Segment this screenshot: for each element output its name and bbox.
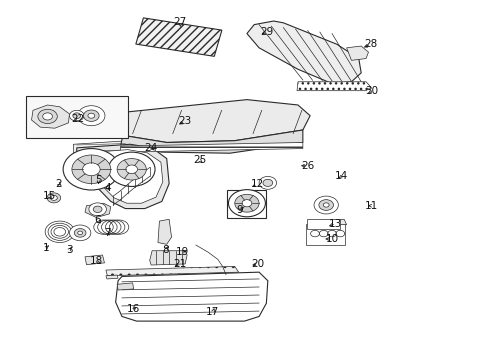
Text: 10: 10 xyxy=(325,234,338,244)
Polygon shape xyxy=(77,144,169,208)
Polygon shape xyxy=(149,251,187,265)
Text: 4: 4 xyxy=(104,183,110,193)
Circle shape xyxy=(259,176,276,189)
Circle shape xyxy=(47,193,61,203)
Text: 2: 2 xyxy=(55,179,62,189)
Circle shape xyxy=(318,200,333,210)
Polygon shape xyxy=(346,46,368,60)
Text: 29: 29 xyxy=(259,27,272,37)
Circle shape xyxy=(125,165,137,174)
Circle shape xyxy=(78,231,82,235)
Text: 1: 1 xyxy=(43,243,49,253)
Circle shape xyxy=(73,113,81,118)
Text: 28: 28 xyxy=(364,39,377,49)
Circle shape xyxy=(108,152,155,186)
Text: 17: 17 xyxy=(206,307,219,317)
Circle shape xyxy=(42,113,52,120)
Text: 6: 6 xyxy=(94,215,101,225)
Circle shape xyxy=(228,190,265,217)
Circle shape xyxy=(323,203,328,207)
Text: 22: 22 xyxy=(71,114,84,124)
Circle shape xyxy=(78,106,105,126)
Polygon shape xyxy=(73,141,130,184)
Bar xyxy=(306,219,339,229)
Text: 27: 27 xyxy=(173,17,186,27)
Text: 7: 7 xyxy=(104,228,110,238)
Text: 19: 19 xyxy=(175,247,188,257)
Circle shape xyxy=(69,111,84,121)
Text: 23: 23 xyxy=(178,116,191,126)
Circle shape xyxy=(74,229,86,237)
Text: 21: 21 xyxy=(173,259,186,269)
Text: 9: 9 xyxy=(236,205,243,215)
Circle shape xyxy=(117,158,146,180)
Text: 24: 24 xyxy=(144,143,158,153)
Polygon shape xyxy=(85,203,111,217)
Bar xyxy=(227,190,266,217)
Circle shape xyxy=(63,149,119,190)
Text: 11: 11 xyxy=(365,201,378,211)
Text: 18: 18 xyxy=(89,256,102,266)
Circle shape xyxy=(83,110,99,121)
Text: 12: 12 xyxy=(250,179,264,189)
Polygon shape xyxy=(246,21,361,84)
Text: 3: 3 xyxy=(66,245,73,255)
Circle shape xyxy=(234,194,259,212)
Circle shape xyxy=(82,163,100,176)
Circle shape xyxy=(50,195,57,201)
Polygon shape xyxy=(308,219,346,229)
Text: 26: 26 xyxy=(301,161,314,171)
Text: 25: 25 xyxy=(193,156,206,165)
Polygon shape xyxy=(106,275,118,279)
Text: 30: 30 xyxy=(365,86,378,96)
Text: 5: 5 xyxy=(95,175,102,185)
Text: 20: 20 xyxy=(251,259,264,269)
Circle shape xyxy=(69,225,91,241)
Polygon shape xyxy=(117,283,133,290)
Text: 8: 8 xyxy=(162,245,169,255)
Circle shape xyxy=(89,203,106,216)
Bar xyxy=(305,224,345,245)
Circle shape xyxy=(313,196,338,214)
Polygon shape xyxy=(120,130,302,153)
Text: 14: 14 xyxy=(334,171,347,181)
Polygon shape xyxy=(120,143,302,152)
Circle shape xyxy=(93,206,102,212)
Polygon shape xyxy=(296,82,370,91)
Polygon shape xyxy=(106,266,238,276)
Polygon shape xyxy=(158,219,171,244)
Polygon shape xyxy=(85,255,104,265)
Circle shape xyxy=(72,155,111,184)
Polygon shape xyxy=(31,105,69,128)
Circle shape xyxy=(88,113,95,118)
Text: 13: 13 xyxy=(328,219,342,229)
Polygon shape xyxy=(81,150,163,203)
Circle shape xyxy=(38,109,57,123)
Polygon shape xyxy=(122,100,309,143)
Bar xyxy=(136,18,222,57)
Text: 16: 16 xyxy=(127,304,140,314)
Circle shape xyxy=(263,179,272,186)
Polygon shape xyxy=(116,272,267,321)
Circle shape xyxy=(242,200,251,207)
Bar xyxy=(26,96,127,138)
Text: 15: 15 xyxy=(42,191,56,201)
